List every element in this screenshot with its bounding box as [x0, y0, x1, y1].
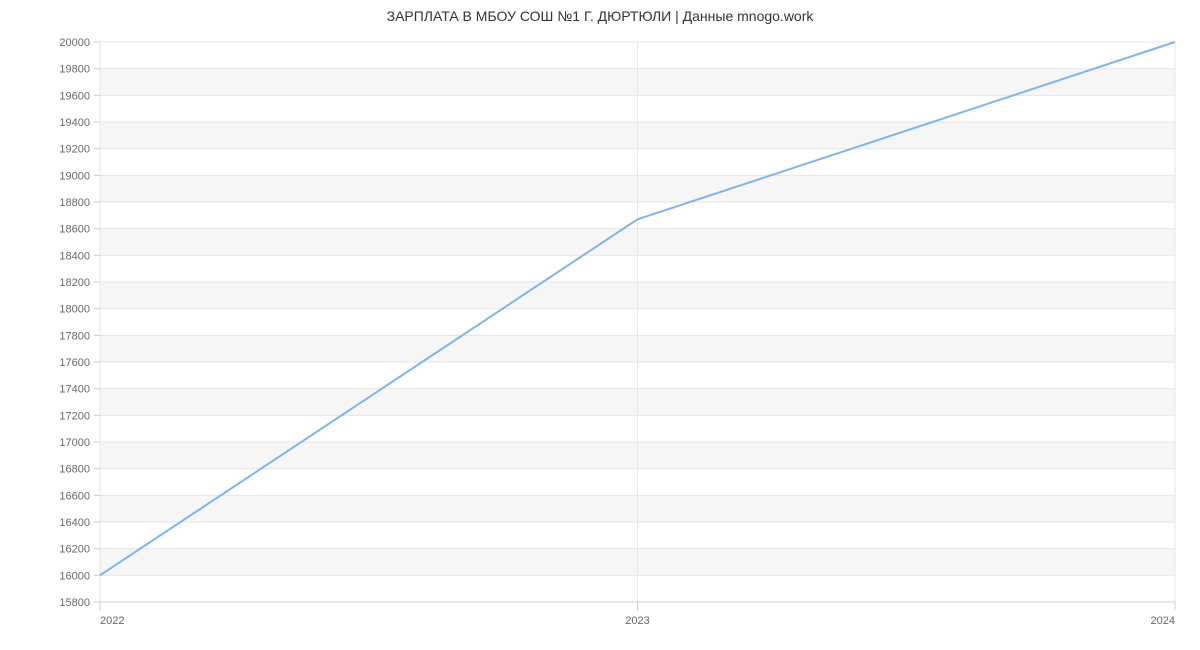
y-tick-label: 17200: [59, 410, 90, 422]
y-tick-label: 16200: [59, 544, 90, 556]
x-tick-label: 2024: [1151, 615, 1175, 627]
y-tick-label: 16400: [59, 517, 90, 529]
chart-svg: 15800 16000 16200 16400 16600 16800 17000 17200…: [0, 0, 1200, 650]
y-tick-label: 16600: [59, 490, 90, 502]
x-tick-label: 2023: [625, 615, 649, 627]
y-tick-label: 17600: [59, 357, 90, 369]
y-tick-label: 19600: [59, 90, 90, 102]
y-tick-label: 18000: [59, 304, 90, 316]
y-tick-label: 20000: [59, 37, 90, 49]
y-tick-label: 15800: [59, 597, 90, 609]
y-tick-label: 19200: [59, 144, 90, 156]
y-tick-label: 18600: [59, 224, 90, 236]
y-tick-label: 16000: [59, 570, 90, 582]
y-tick-label: 18200: [59, 277, 90, 289]
y-tick-label: 19400: [59, 117, 90, 129]
y-tick-label: 19000: [59, 170, 90, 182]
salary-line-chart: ЗАРПЛАТА В МБОУ СОШ №1 Г. ДЮРТЮЛИ | Данн…: [0, 0, 1200, 650]
y-tick-label: 18400: [59, 250, 90, 262]
y-tick-label: 19800: [59, 64, 90, 76]
y-tick-label: 17400: [59, 384, 90, 396]
x-tick-label: 2022: [100, 615, 124, 627]
y-tick-label: 17000: [59, 437, 90, 449]
y-tick-label: 17800: [59, 330, 90, 342]
y-tick-label: 18800: [59, 197, 90, 209]
y-tick-label: 16800: [59, 464, 90, 476]
